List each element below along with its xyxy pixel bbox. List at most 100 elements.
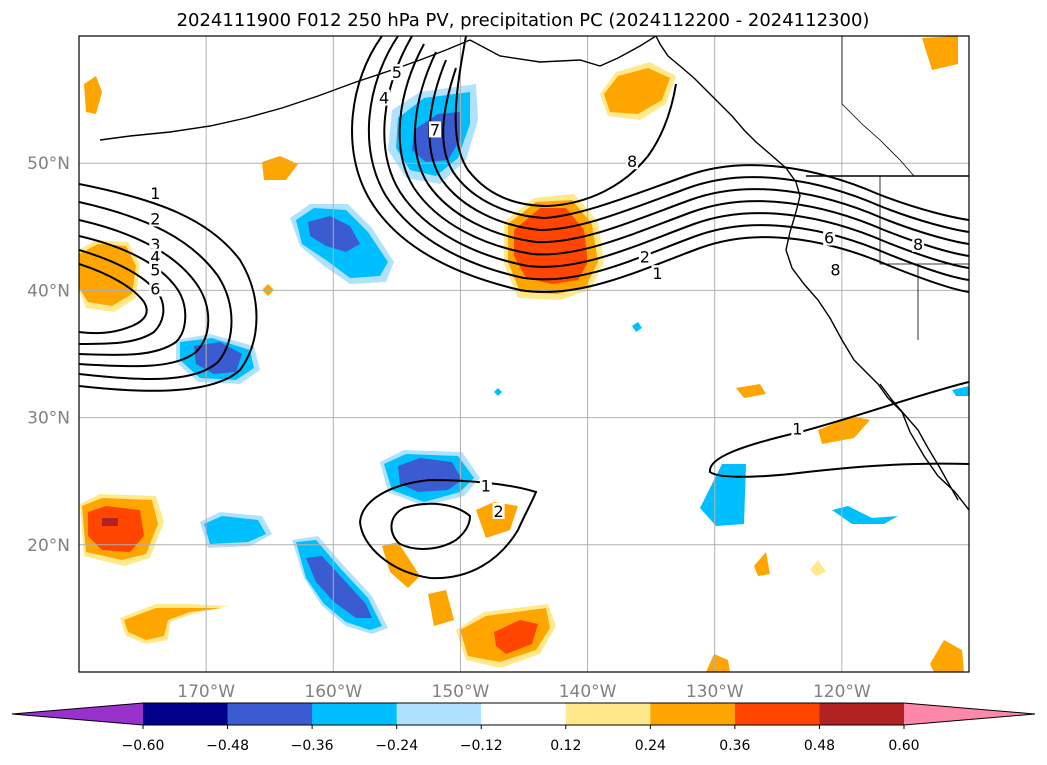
y-tick-label: 40°N: [27, 281, 70, 301]
pv-contour-subtropical: [708, 381, 969, 478]
contour-label-bg: [791, 420, 804, 437]
x-tick-label: 170°W: [177, 682, 235, 702]
precip-region-neg: [308, 216, 360, 252]
contour-label: 8: [830, 260, 840, 279]
pv-contour-jet: [454, 36, 677, 208]
contour-label: 5: [392, 63, 402, 82]
contour-label-bg: [149, 235, 162, 252]
colorbar-swatch: [227, 703, 313, 725]
precip-region-pos: [810, 560, 826, 576]
contour-label: 1: [150, 184, 160, 203]
alaska-peninsula: [99, 39, 471, 141]
precip-region-pos: [818, 416, 870, 444]
precip-region-neg: [398, 458, 462, 492]
precip-region-pos: [124, 608, 222, 640]
contour-label-bg: [149, 185, 162, 201]
pv-contour-jet: [414, 51, 969, 245]
precip-region-pos: [84, 76, 102, 114]
x-tick-label: 150°W: [432, 682, 490, 702]
contour-label: 6: [824, 229, 834, 248]
contour-label: 2: [150, 209, 160, 228]
colorbar-tick-label: 0.36: [719, 738, 750, 754]
y-tick-label: 20°N: [27, 536, 70, 556]
precip-region-pos: [754, 552, 770, 576]
colorbar-tick-label: 0.60: [888, 738, 919, 754]
contour-label: 1: [792, 419, 802, 438]
colorbar-swatches: [12, 703, 1035, 725]
precip-region-pos: [476, 502, 518, 538]
pv-contour-west: [79, 263, 148, 335]
pv-contour-jet: [428, 59, 969, 233]
contour-label-bg: [149, 280, 162, 297]
contour-label-bg: [479, 477, 492, 494]
colorbar-swatch: [481, 703, 567, 725]
colorbar-swatch: [565, 703, 651, 725]
precip-region-pos: [262, 156, 298, 180]
colorbar-tick-label: −0.60: [122, 738, 165, 754]
precip-region-pos: [930, 640, 964, 672]
pv-contour-jet: [442, 67, 969, 221]
colorbar-tick-label: 0.24: [635, 738, 666, 754]
pv-contour-jet: [351, 36, 969, 293]
precip-region-neg: [632, 322, 642, 332]
contour-label-bg: [390, 64, 403, 81]
x-tick-label: 130°W: [686, 682, 744, 702]
pv-contours: [79, 36, 969, 580]
precip-region-pos: [706, 654, 730, 672]
precip-region-pos: [494, 620, 538, 654]
map-frame: [78, 35, 970, 673]
contour-label: 8: [913, 235, 923, 254]
pv-contour-west: [79, 235, 187, 356]
x-tick-label: 120°W: [813, 682, 871, 702]
contour-label-bg: [149, 248, 162, 265]
precip-region-pos: [604, 68, 670, 114]
contour-label-bg: [378, 89, 391, 106]
precip-region-pos: [922, 36, 958, 70]
contour-label: 3: [150, 235, 160, 254]
contour-label-bg: [492, 503, 505, 519]
pv-contour-jet: [367, 36, 969, 281]
chart-title: 2024111900 F012 250 hPa PV, precipitatio…: [177, 10, 870, 31]
contour-label-bg: [429, 121, 441, 138]
contour-label-bg: [149, 261, 162, 278]
pv-contour-low: [358, 478, 538, 580]
alaska-coast: [469, 36, 657, 67]
y-tick-label: 50°N: [27, 154, 70, 174]
colorbar-ticks: −0.60 −0.48 −0.36 −0.24 −0.12 0.12 0.24 0.36 0.4…: [122, 725, 920, 754]
x-tick-label: 160°W: [304, 682, 362, 702]
colorbar-swatch: [396, 703, 482, 725]
contour-label: 1: [652, 264, 662, 283]
contour-label: 2: [640, 248, 650, 267]
pv-contour-west: [79, 183, 258, 392]
colorbar-tick-label: 0.48: [804, 738, 835, 754]
colorbar-tick-label: −0.24: [375, 738, 418, 754]
coastlines: [99, 36, 969, 511]
precip-region-neg: [700, 464, 746, 526]
colorbar-swatch: [143, 703, 229, 725]
colorbar: −0.60 −0.48 −0.36 −0.24 −0.12 0.12 0.24 0.36 0.4…: [11, 702, 1036, 754]
contour-label: 7: [430, 120, 440, 139]
contour-label: 6: [150, 279, 160, 298]
precip-region-neg: [952, 386, 969, 396]
precip-region-pos: [428, 590, 454, 626]
x-axis: 170°W 160°W 150°W 140°W 130°W 120°W: [177, 682, 871, 702]
contour-label: 8: [627, 152, 637, 171]
pv-contour-low: [390, 502, 472, 550]
contour-label-bg: [823, 229, 836, 246]
colorbar-tick-label: −0.36: [291, 738, 334, 754]
pv-contour-west: [79, 201, 233, 380]
contour-label: 4: [379, 89, 389, 108]
pv-contour-west: [79, 219, 210, 368]
colorbar-tick-label: 0.12: [550, 738, 581, 754]
baja-coastline: [879, 383, 959, 501]
contour-label-bg: [638, 248, 651, 265]
colorbar-extend-low: [12, 703, 143, 725]
precip-region-pos: [102, 518, 118, 526]
contour-label-bg: [651, 265, 664, 282]
precip-region-neg: [204, 516, 266, 544]
x-tick-label: 140°W: [559, 682, 617, 702]
precip-region-pos: [382, 542, 420, 588]
